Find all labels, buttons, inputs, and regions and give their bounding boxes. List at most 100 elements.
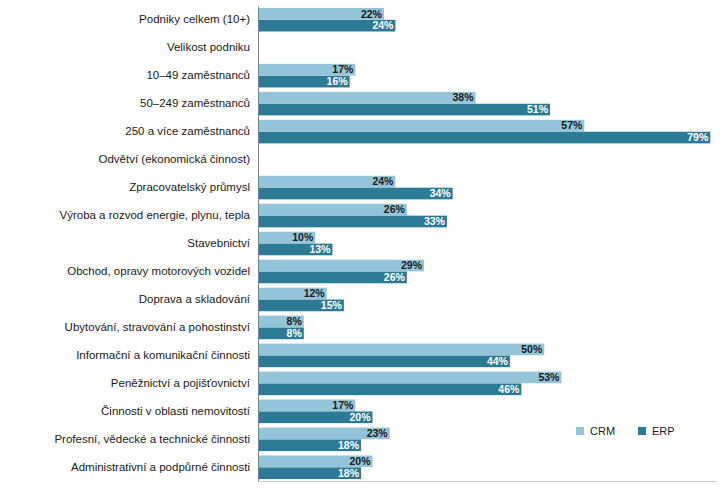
- data-label: 57%: [561, 119, 583, 131]
- data-label: 20%: [349, 455, 371, 467]
- tick: Obchod, opravy motorových vozidel: [67, 265, 250, 277]
- bar: [258, 76, 350, 88]
- data-label: 12%: [304, 287, 326, 299]
- bar: [258, 428, 390, 440]
- bar: [258, 188, 453, 200]
- bar: [258, 120, 584, 132]
- bar: [258, 20, 395, 32]
- legend-swatch: [638, 427, 646, 435]
- bar: [258, 104, 550, 116]
- data-label: 10%: [292, 231, 314, 243]
- data-label: 53%: [538, 371, 560, 383]
- tick-label: Výroba a rozvod energie, plynu, tepla: [59, 209, 250, 221]
- y-axis: Podniky celkem (10+) Velikost podniku 10–4…: [54, 7, 258, 482]
- bar: [258, 204, 407, 216]
- bar: [258, 176, 395, 188]
- bars: [258, 8, 710, 479]
- data-label: 16%: [327, 75, 349, 87]
- tick-label: Odvětví (ekonomická činnost): [99, 153, 251, 165]
- tick-label: Obchod, opravy motorových vozidel: [67, 265, 250, 277]
- tick-label: Ubytování, stravování a pohostinství: [65, 321, 251, 333]
- bar: [258, 64, 355, 76]
- bar: [258, 288, 327, 300]
- data-label: 22%: [361, 8, 383, 20]
- legend-label: ERP: [652, 425, 675, 437]
- bar: [258, 216, 447, 228]
- tick: Stavebnictví: [187, 237, 250, 249]
- data-label: 29%: [401, 259, 423, 271]
- axis-line: [258, 7, 259, 482]
- bar: [258, 244, 332, 256]
- data-label: 15%: [321, 299, 343, 311]
- tick: Velikost podniku: [167, 41, 250, 53]
- bar: [258, 356, 510, 368]
- chart: 22%17%38%57%24%26%10%29%12%8%50%53%17%23…: [0, 0, 724, 489]
- tick-label: Peněžnictví a pojišťovnictví: [111, 377, 251, 389]
- data-label: 17%: [332, 63, 354, 75]
- bar: [258, 383, 521, 395]
- data-label: 24%: [372, 175, 394, 187]
- data-label: 50%: [521, 343, 543, 355]
- data-label: 46%: [498, 383, 520, 395]
- tick-label: Zpracovatelský průmysl: [129, 181, 250, 193]
- data-label: 8%: [287, 315, 303, 327]
- tick-label: 10–49 zaměstnanců: [146, 69, 250, 81]
- bar: [258, 232, 315, 244]
- tick: 250 a více zaměstnanců: [125, 125, 250, 137]
- tick-label: Činnosti v oblasti nemovitostí: [101, 405, 251, 417]
- bar: [258, 272, 407, 284]
- data-label: 33%: [424, 215, 446, 227]
- plot: 22%17%38%57%24%26%10%29%12%8%50%53%17%23…: [54, 7, 716, 482]
- data-label: 38%: [453, 91, 475, 103]
- tick: 50–249 zaměstnanců: [140, 97, 250, 109]
- bar: [258, 400, 355, 412]
- data-label: 18%: [338, 439, 360, 451]
- bar: [258, 411, 373, 423]
- tick: Doprava a skladování: [139, 293, 251, 305]
- legend-item: ERP: [638, 425, 675, 437]
- legend: CRM ERP: [576, 425, 675, 437]
- bar: [258, 260, 424, 272]
- data-label: 51%: [527, 103, 549, 115]
- data-label: 24%: [372, 19, 394, 31]
- bar: [258, 300, 344, 312]
- bar: [258, 328, 304, 340]
- bar: [258, 456, 373, 468]
- x-axis: [259, 481, 717, 482]
- bar: [258, 372, 561, 384]
- bar: [258, 344, 544, 356]
- bar: [258, 8, 384, 20]
- tick-label: 50–249 zaměstnanců: [140, 97, 250, 109]
- bar: [258, 439, 361, 451]
- tick-label: 250 a více zaměstnanců: [125, 125, 250, 137]
- data-label: 17%: [332, 399, 354, 411]
- tick: Administrativní a podpůrné činnosti: [71, 461, 250, 473]
- tick: Výroba a rozvod energie, plynu, tepla: [59, 209, 250, 221]
- tick: Činnosti v oblasti nemovitostí: [101, 405, 251, 417]
- tick: Peněžnictví a pojišťovnictví: [111, 377, 251, 389]
- data-label: 18%: [338, 467, 360, 479]
- tick: Zpracovatelský průmysl: [129, 181, 250, 193]
- data-label: 13%: [309, 243, 331, 255]
- legend-item: CRM: [576, 425, 615, 437]
- tick: Podniky celkem (10+): [139, 13, 250, 25]
- bar: [258, 316, 304, 328]
- tick-label: Stavebnictví: [187, 237, 250, 249]
- legend-swatch: [576, 427, 584, 435]
- data-labels: 22%17%38%57%24%26%10%29%12%8%50%53%17%23…: [287, 8, 709, 479]
- tick: Odvětví (ekonomická činnost): [99, 153, 251, 165]
- tick: Ubytování, stravování a pohostinství: [65, 321, 251, 333]
- bar: [258, 467, 361, 479]
- tick-label: Profesní, vědecké a technické činnosti: [54, 433, 250, 445]
- tick-label: Informační a komunikační činnosti: [76, 349, 250, 361]
- tick: Profesní, vědecké a technické činnosti: [54, 433, 250, 445]
- legend-label: CRM: [590, 425, 615, 437]
- axis-line: [259, 481, 717, 482]
- tick-label: Doprava a skladování: [139, 293, 251, 305]
- tick: Informační a komunikační činnosti: [76, 349, 250, 361]
- tick-label: Podniky celkem (10+): [139, 13, 250, 25]
- data-label: 8%: [287, 327, 303, 339]
- data-label: 34%: [430, 187, 452, 199]
- data-label: 26%: [384, 203, 406, 215]
- tick-label: Velikost podniku: [167, 41, 250, 53]
